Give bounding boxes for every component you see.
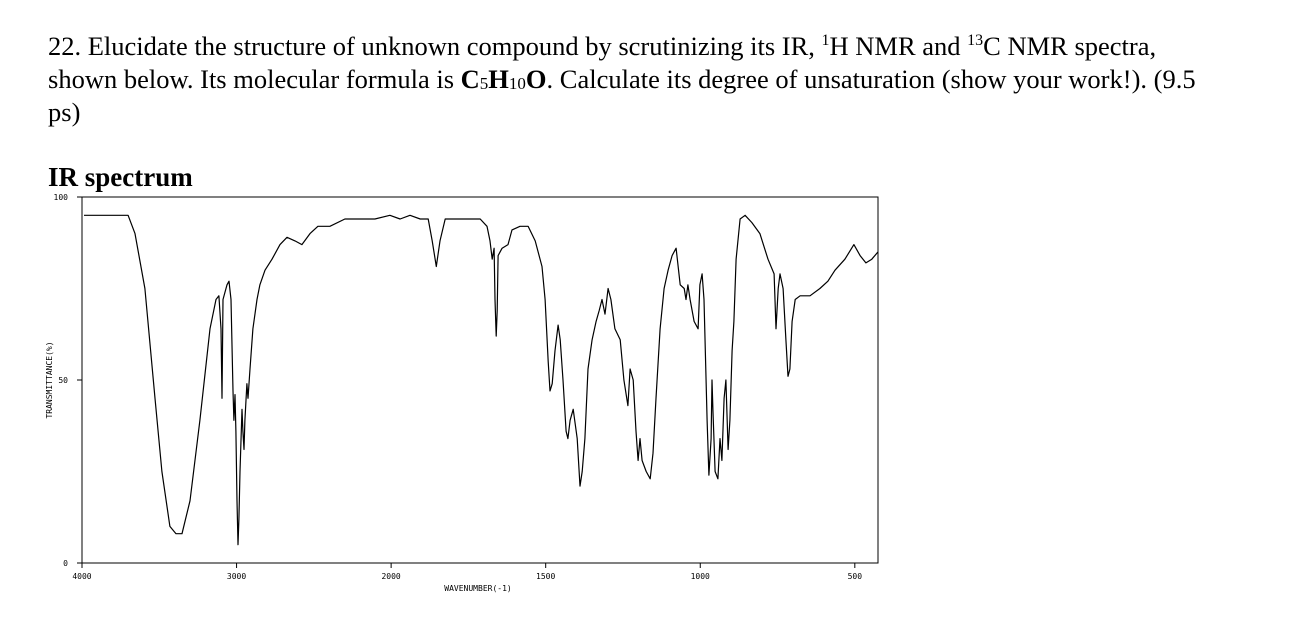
spectrum-line (84, 214, 879, 546)
question: 22. Elucidate the structure of unknown c… (48, 30, 1288, 129)
x-tick-label: 1000 (691, 572, 710, 581)
question-text: shown below. Its molecular formula is (48, 64, 461, 94)
formula-element: H (488, 64, 509, 94)
plot-frame (81, 196, 879, 564)
x-tick-label: 4000 (72, 572, 91, 581)
x-tick-label: 2000 (381, 572, 400, 581)
question-text: H NMR and (829, 31, 968, 61)
question-text: . Calculate its degree of unsaturation (… (546, 64, 1196, 94)
x-axis-label: WAVENUMBER(-1) (444, 584, 511, 593)
question-text: ps) (48, 97, 81, 127)
x-tick-label: 500 (848, 572, 863, 581)
question-text: 22. Elucidate the structure of unknown c… (48, 31, 822, 61)
question-text: C NMR spectra, (983, 31, 1157, 61)
superscript: 1 (821, 32, 830, 49)
x-tick-label: 1500 (536, 572, 555, 581)
section-title: IR spectrum (48, 162, 193, 192)
formula-count: 10 (508, 74, 526, 93)
formula-element: O (525, 64, 547, 94)
formula-count: 5 (479, 74, 489, 93)
superscript: 13 (967, 32, 984, 49)
x-tick-label: 3000 (227, 572, 246, 581)
y-tick-label: 100 (54, 193, 69, 202)
formula-element: C (460, 64, 480, 94)
formula: C5H10O (461, 64, 547, 94)
y-tick-label: 0 (63, 559, 68, 568)
y-tick-label: 50 (58, 376, 68, 385)
y-axis-label: TRANSMITTANCE(%) (45, 341, 54, 418)
